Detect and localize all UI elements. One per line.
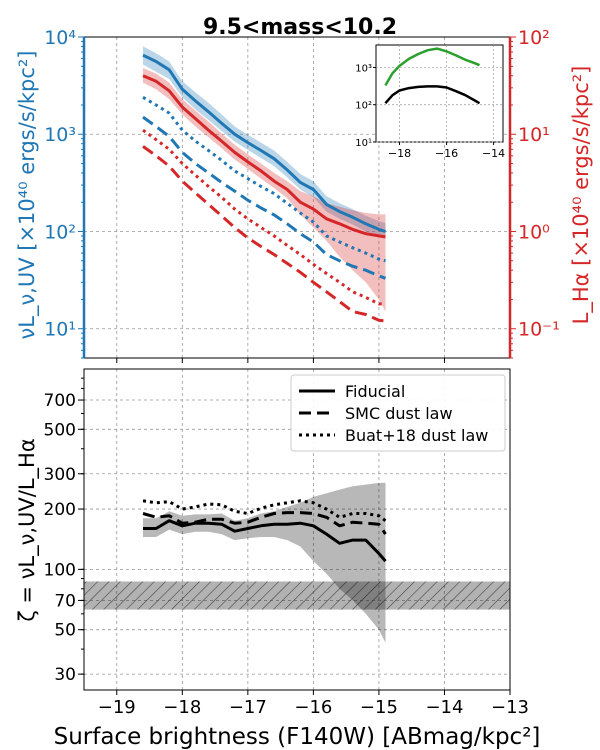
bottom-x-tick-label: −17 (229, 697, 267, 718)
series-uv-smc-dust-law (142, 115, 387, 280)
bottom-y-tick-label: 200 (44, 500, 76, 520)
series-uv-fiducial (142, 53, 386, 233)
reference-band-hatch (84, 581, 510, 610)
right-tick-label: 10¹ (518, 124, 550, 146)
bottom-frame (83, 368, 511, 691)
bottom-x-tick-label: −16 (294, 697, 332, 718)
bottom-x-tick-label: −19 (98, 697, 136, 718)
x-axis-label: Surface brightness (F140W) [ABmag/kpc²] (54, 724, 541, 750)
left-tick-label: 10³ (44, 124, 76, 146)
legend-label: Buat+18 dust law (345, 426, 488, 445)
bottom-y-tick-label: 30 (54, 665, 76, 685)
bottom-y-tick-label: 700 (44, 391, 76, 411)
zeta-axis-label: ζ = νL_ν,UV/L_Hα (15, 438, 40, 621)
right-axis-label: L_Hα [×10⁴⁰ ergs/s/kpc²] (569, 66, 594, 325)
band-h-fiducial (143, 68, 386, 312)
inset-y-tick-label: 10³ (355, 63, 372, 74)
bottom-y-tick-label: 500 (44, 420, 76, 440)
series-h-fiducial (142, 74, 386, 239)
inset-y-tick-label: 10¹ (355, 138, 372, 149)
inset-y-tick-label: 10² (355, 101, 372, 112)
legend-box (290, 374, 506, 452)
series-h-buat-18-dust-law (142, 128, 386, 306)
inset-x-tick-label: −18 (388, 147, 411, 160)
bottom-panel: −19 −18 −17 −16 −15 −14 −13 30 50 70 100 200 300 500 7… (44, 368, 529, 718)
bottom-x-tick-label: −18 (163, 697, 201, 718)
left-tick-label: 10² (44, 221, 76, 243)
inset-x-tick-label: −14 (482, 147, 505, 160)
inset-x-tick-label: −16 (435, 147, 458, 160)
legend-label: SMC dust law (345, 404, 453, 423)
series-uv-buat-18-dust-law (142, 96, 386, 263)
zeta-series-smc-dust-law (142, 511, 387, 535)
bottom-y-tick-label: 100 (44, 560, 76, 580)
bottom-y-tick-label: 70 (54, 591, 76, 611)
bottom-y-tick-label: 300 (44, 465, 76, 485)
zeta-series-buat-18-dust-law (142, 499, 387, 522)
left-tick-label: 10¹ (44, 319, 76, 341)
inset-panel: −18 −16 −14 10¹ 10² 10³ (355, 44, 505, 160)
right-tick-label: 10⁻¹ (518, 319, 560, 341)
band-uv-fiducial (143, 46, 386, 239)
zeta-series-fiducial (143, 519, 387, 563)
bottom-y-tick-label: 50 (54, 621, 76, 641)
right-tick-label: 10² (518, 27, 550, 49)
inset-series-green (384, 47, 480, 87)
top-panel: 10¹ 10² 10³ 10⁴ 10⁻¹ 10⁰ 10¹ 10² (44, 27, 560, 363)
left-axis-label: νL_ν,UV [×10⁴⁰ ergs/s/kpc²] (15, 51, 40, 340)
bottom-x-tick-label: −14 (425, 697, 463, 718)
right-tick-label: 10⁰ (518, 221, 550, 243)
bottom-x-tick-label: −13 (491, 697, 529, 718)
left-tick-label: 10⁴ (44, 27, 76, 49)
series-h-smc-dust-law (142, 145, 386, 323)
legend-label: Fiducial (345, 382, 405, 401)
inset-series-black (384, 85, 481, 105)
bottom-x-tick-label: −15 (360, 697, 398, 718)
chart-title: 9.5<mass<10.2 (203, 15, 397, 40)
